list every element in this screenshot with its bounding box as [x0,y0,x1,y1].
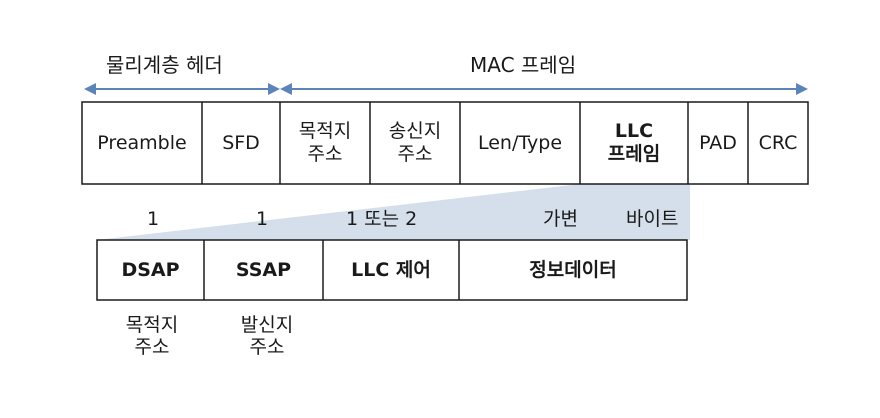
zoom-wedge [97,184,690,240]
size-control: 1 또는 2 [346,208,418,230]
physical-header-arrowhead-left [84,83,96,95]
field-crc: CRC [758,131,798,154]
mac-frame-arrowhead-left [280,83,292,95]
field-source-address: 송신지 주소 [388,120,442,165]
field-llc-frame: LLC 프레임 [607,120,661,165]
field-sfd: SFD [222,131,260,154]
size-dsap: 1 [147,208,160,230]
llc-field-ssap: SSAP [235,258,292,281]
physical-header-arrowhead-right [268,83,280,95]
physical-header-label: 물리계층 헤더 [106,53,223,77]
llc-field-dsap: DSAP [121,258,180,281]
llc-frame-box [96,239,688,301]
size-unit: 바이트 [626,208,679,230]
mac-frame-arrowhead-right [796,83,808,95]
mac-frame-label: MAC 프레임 [470,53,577,77]
field-destination-address: 목적지 주소 [298,120,352,165]
dsap-description: 목적지 주소 [125,314,179,358]
size-ssap: 1 [256,208,269,230]
ssap-description: 발신지 주소 [240,314,294,358]
field-pad: PAD [699,131,737,154]
mac-frame-box [81,101,809,185]
llc-field-control: LLC 제어 [351,258,431,281]
field-preamble: Preamble [97,131,187,154]
size-info: 가변 [543,208,578,230]
llc-field-info: 정보데이터 [529,258,617,281]
field-len-type: Len/Type [477,131,563,154]
